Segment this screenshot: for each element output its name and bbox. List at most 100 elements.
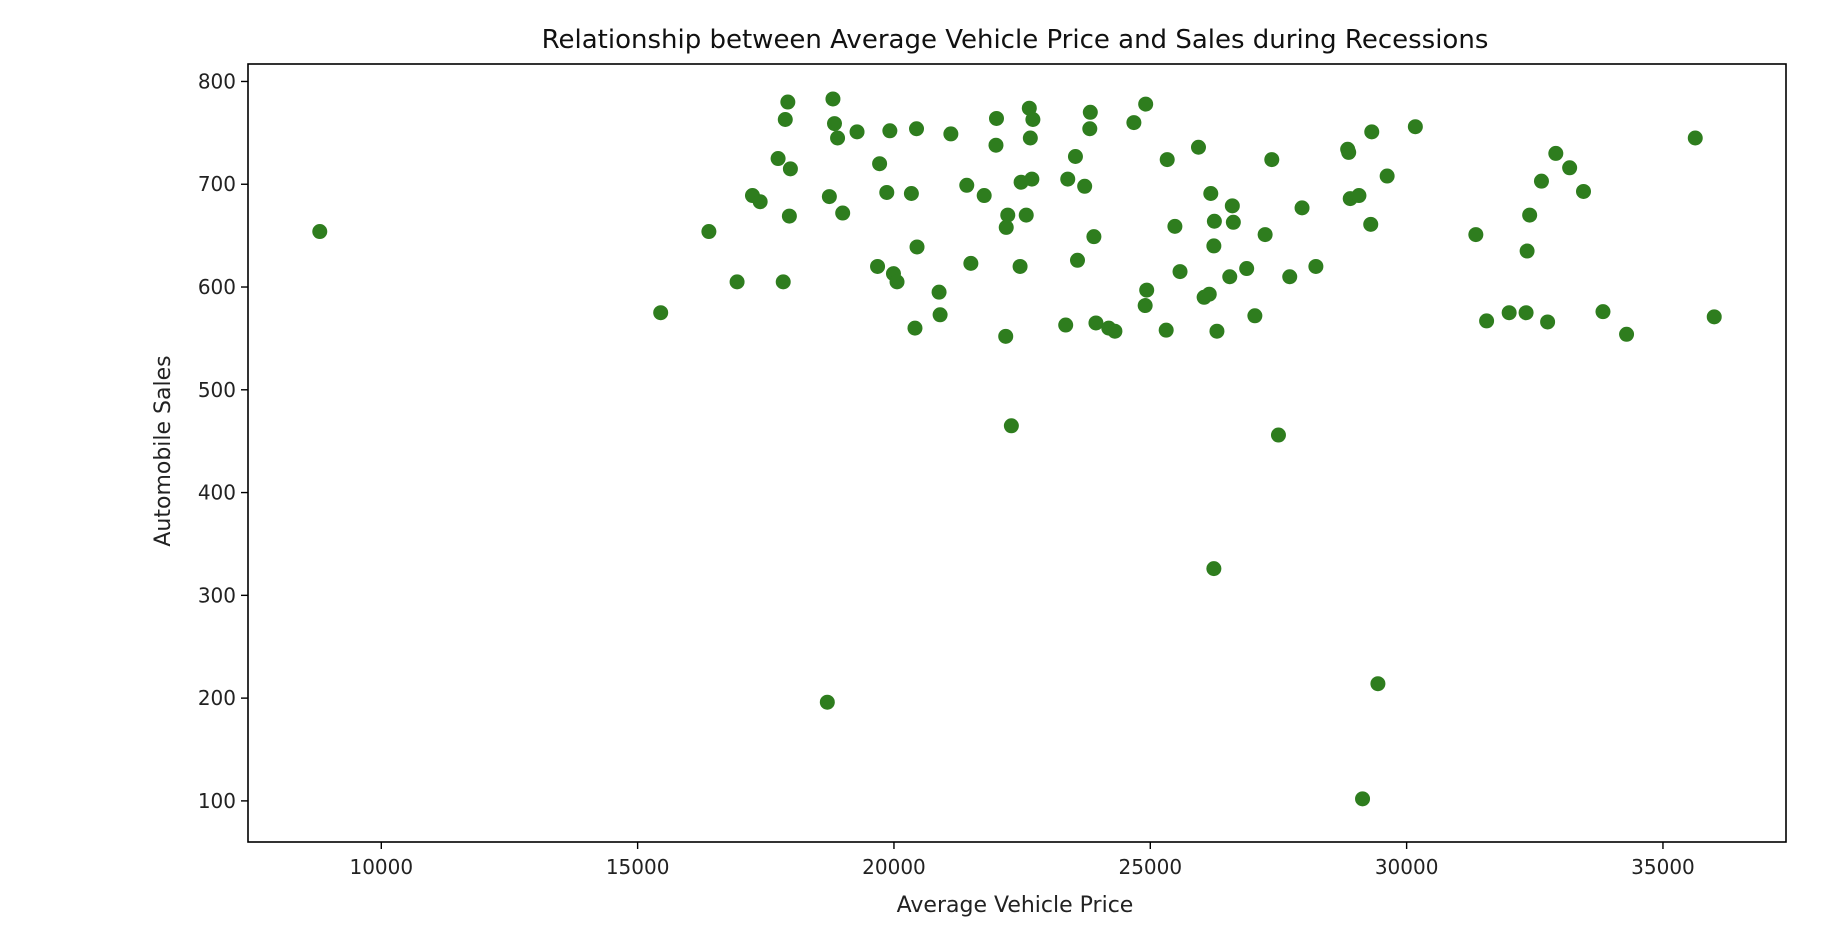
scatter-point bbox=[1082, 104, 1098, 120]
scatter-point bbox=[889, 274, 905, 290]
scatter-point bbox=[849, 124, 865, 140]
scatter-point bbox=[1562, 160, 1578, 176]
scatter-point bbox=[931, 284, 947, 300]
scatter-point bbox=[1201, 286, 1217, 302]
scatter-point bbox=[1706, 309, 1722, 325]
scatter-point bbox=[943, 126, 959, 142]
x-tick-label: 25000 bbox=[1118, 855, 1182, 879]
scatter-point bbox=[1139, 282, 1155, 298]
scatter-point bbox=[1308, 258, 1324, 274]
scatter-point bbox=[1172, 264, 1188, 280]
scatter-point bbox=[909, 121, 925, 137]
scatter-point bbox=[1167, 218, 1183, 234]
scatter-point bbox=[1012, 258, 1028, 274]
scatter-point bbox=[1159, 152, 1175, 168]
scatter-point bbox=[1058, 317, 1074, 333]
y-tick-label: 300 bbox=[198, 583, 236, 607]
scatter-point bbox=[1206, 213, 1222, 229]
scatter-point bbox=[1225, 214, 1241, 230]
scatter-point bbox=[775, 274, 791, 290]
x-tick-label: 15000 bbox=[606, 855, 670, 879]
scatter-point bbox=[879, 184, 895, 200]
scatter-point bbox=[1067, 148, 1083, 164]
scatter-point bbox=[959, 177, 975, 193]
scatter-point bbox=[1619, 326, 1635, 342]
scatter-point bbox=[907, 320, 923, 336]
scatter-point bbox=[882, 123, 898, 139]
scatter-point bbox=[1468, 227, 1484, 243]
scatter-point bbox=[1407, 119, 1423, 135]
y-tick-label: 800 bbox=[198, 69, 236, 93]
scatter-point bbox=[830, 130, 846, 146]
scatter-point bbox=[909, 239, 925, 255]
scatter-point bbox=[1548, 145, 1564, 161]
scatter-point bbox=[1077, 178, 1093, 194]
scatter-point bbox=[819, 694, 835, 710]
chart-title: Relationship between Average Vehicle Pri… bbox=[542, 25, 1489, 55]
x-tick-label: 20000 bbox=[862, 855, 926, 879]
x-axis-title: Average Vehicle Price bbox=[897, 893, 1134, 918]
y-tick-label: 400 bbox=[198, 481, 236, 505]
scatter-point bbox=[988, 137, 1004, 153]
scatter-point bbox=[825, 91, 841, 107]
y-tick-label: 500 bbox=[198, 378, 236, 402]
scatter-point bbox=[1501, 305, 1517, 321]
scatter-point bbox=[998, 219, 1014, 235]
scatter-point bbox=[963, 255, 979, 271]
scatter-point bbox=[1088, 315, 1104, 331]
scatter-point bbox=[1522, 207, 1538, 223]
plot-frame bbox=[247, 63, 1787, 843]
scatter-point bbox=[1190, 139, 1206, 155]
scatter-point bbox=[1364, 124, 1380, 140]
y-tick-label: 600 bbox=[198, 275, 236, 299]
x-tick-label: 30000 bbox=[1375, 855, 1439, 879]
scatter-point bbox=[1479, 313, 1495, 329]
scatter-point bbox=[1018, 207, 1034, 223]
scatter-point bbox=[826, 116, 842, 132]
scatter-point bbox=[653, 305, 669, 321]
scatter-point bbox=[1060, 171, 1076, 187]
scatter-point bbox=[782, 161, 798, 177]
scatter-point bbox=[781, 208, 797, 224]
scatter-point bbox=[729, 274, 745, 290]
scatter-point bbox=[1294, 200, 1310, 216]
scatter-point bbox=[1137, 298, 1153, 314]
scatter-point bbox=[1206, 561, 1222, 577]
y-tick-label: 700 bbox=[198, 172, 236, 196]
scatter-point bbox=[1282, 269, 1298, 285]
scatter-point bbox=[976, 188, 992, 204]
scatter-point bbox=[1107, 323, 1123, 339]
scatter-point bbox=[1239, 261, 1255, 277]
scatter-point bbox=[1264, 152, 1280, 168]
scatter-point bbox=[903, 185, 919, 201]
scatter-point bbox=[780, 94, 796, 110]
scatter-point bbox=[872, 156, 888, 172]
scatter-point bbox=[1086, 229, 1102, 245]
scatter-point bbox=[1595, 304, 1611, 320]
scatter-point bbox=[932, 307, 948, 323]
scatter-point bbox=[1370, 676, 1386, 692]
y-axis-title: Automobile Sales bbox=[151, 355, 176, 546]
x-tick-label: 35000 bbox=[1631, 855, 1695, 879]
scatter-point bbox=[701, 224, 717, 240]
scatter-point bbox=[1024, 171, 1040, 187]
scatter-point bbox=[1082, 121, 1098, 137]
scatter-point bbox=[1257, 227, 1273, 243]
scatter-point bbox=[1363, 216, 1379, 232]
scatter-point bbox=[1687, 130, 1703, 146]
scatter-point bbox=[821, 189, 837, 205]
scatter-point bbox=[1341, 144, 1357, 160]
scatter-point bbox=[770, 151, 786, 167]
scatter-point bbox=[1355, 791, 1371, 807]
scatter-point bbox=[1138, 96, 1154, 112]
scatter-point bbox=[870, 258, 886, 274]
scatter-point bbox=[1126, 115, 1142, 131]
scatter-point bbox=[1021, 100, 1037, 116]
plot-area: 10000 15000 20000 25000 30000 35000 100 200 300 4… bbox=[198, 63, 1787, 879]
scatter-point bbox=[1519, 243, 1535, 259]
scatter-point bbox=[1022, 130, 1038, 146]
scatter-point bbox=[998, 328, 1014, 344]
scatter-point bbox=[1000, 207, 1016, 223]
